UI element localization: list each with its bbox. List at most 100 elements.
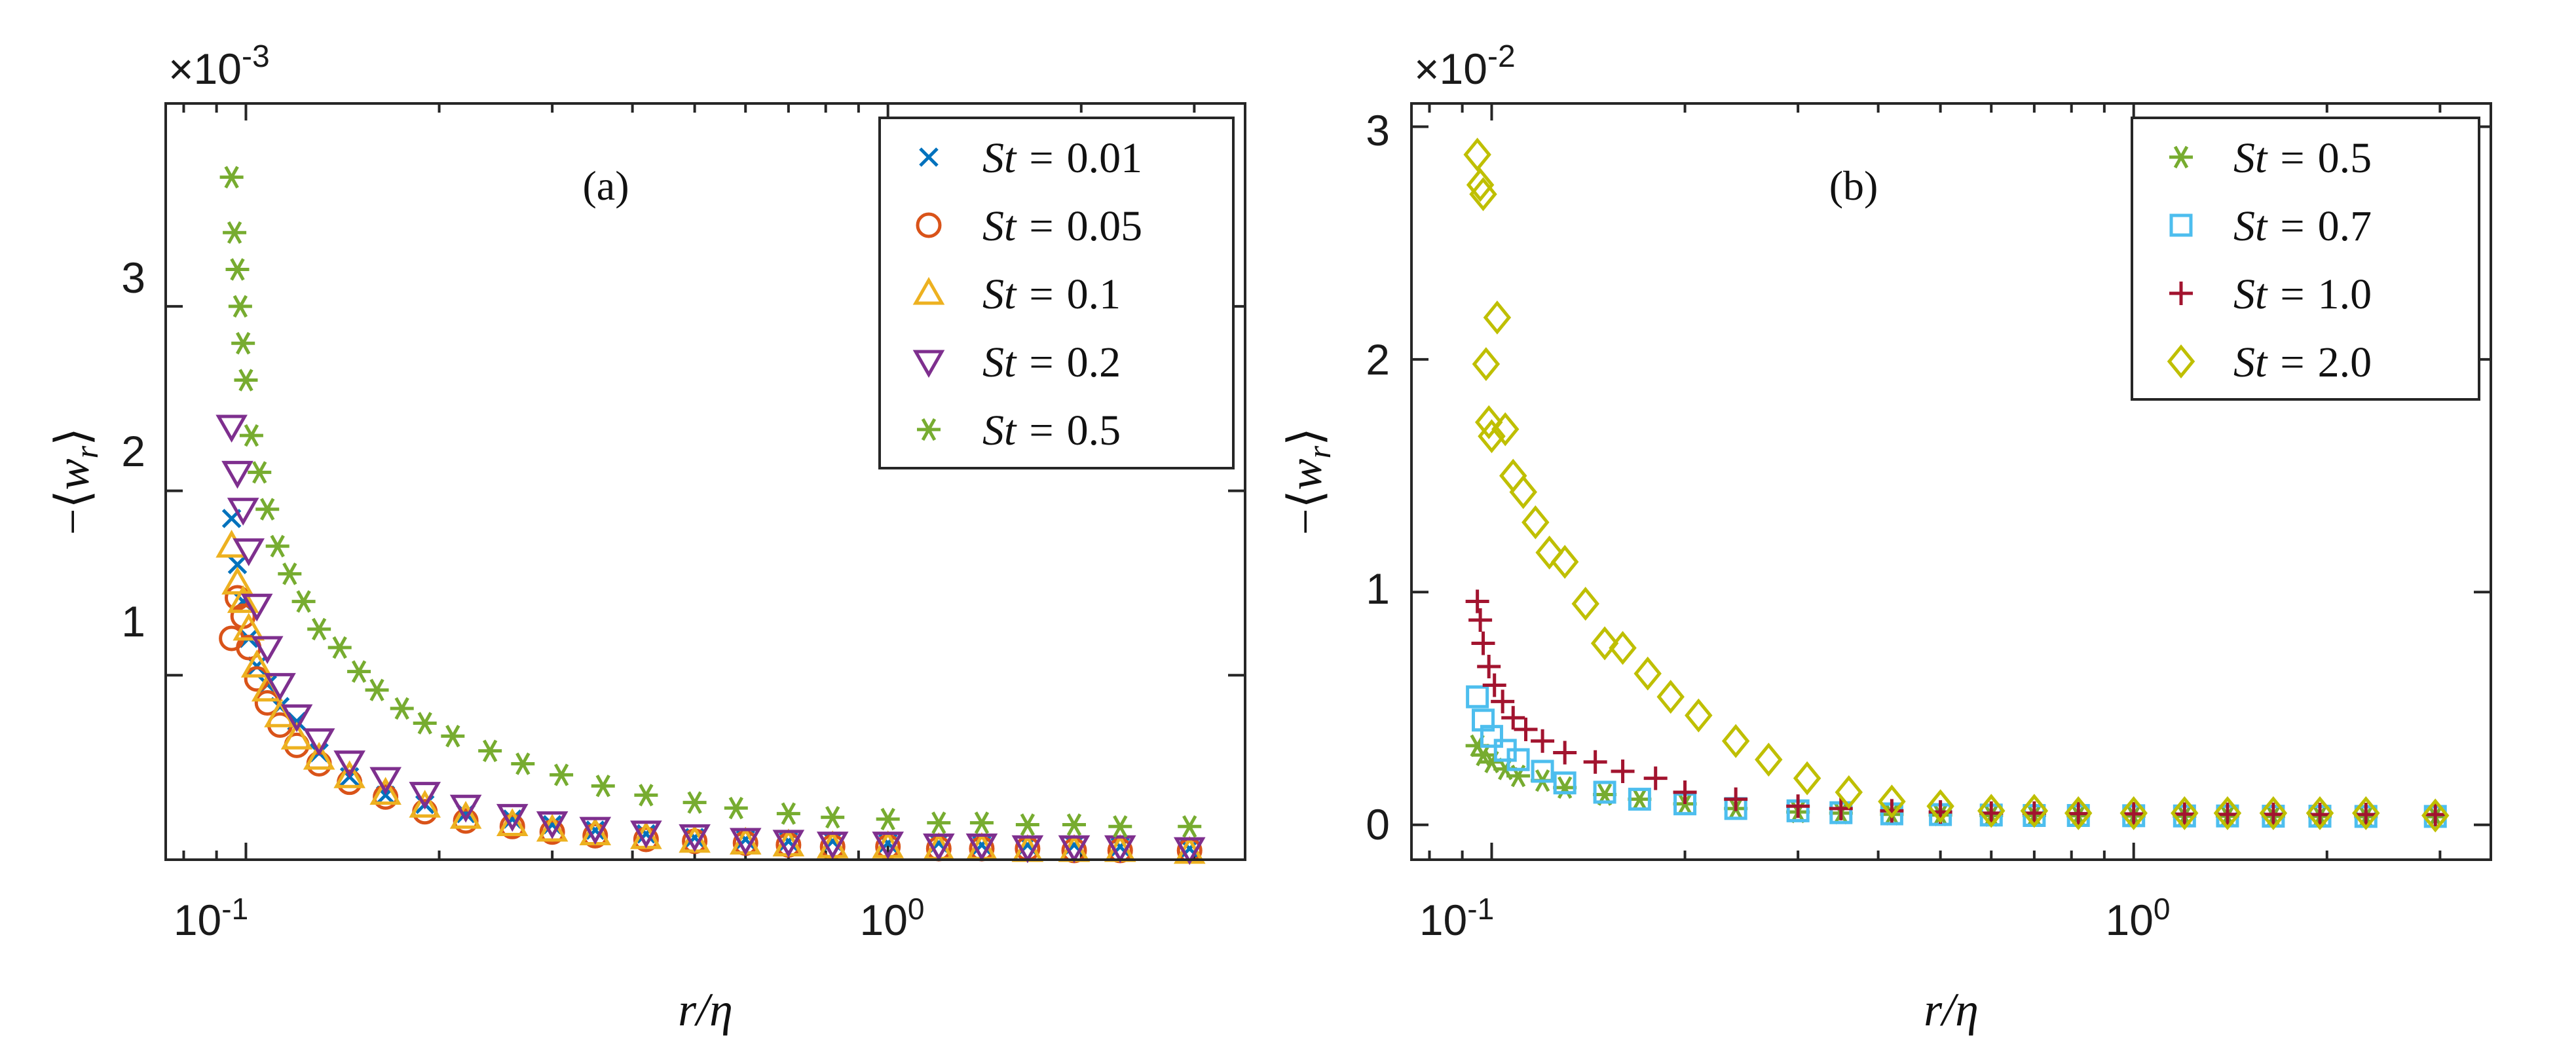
panel-a-series-3-point (233, 538, 265, 566)
panel-b-series-3-point (2305, 796, 2334, 830)
panel-b-legend-marker-1 (2169, 213, 2193, 237)
panel-a-series-4-point (265, 534, 289, 558)
panel-a-series-2-point (280, 722, 313, 750)
panel-b-series-3-point (1755, 742, 1783, 777)
panel-b-series-2-point (1465, 589, 1489, 614)
panel-a-series-2-point (496, 808, 529, 836)
panel-a-series-3-point (630, 820, 662, 849)
panel-a-legend-entry-0: St = 0.01 (982, 134, 1142, 182)
panel-b-series-2-point (1514, 717, 1538, 741)
panel-b-series-2-point (1491, 689, 1515, 714)
panel-b-series-3 (1463, 138, 2450, 833)
panel-a-series-3-point (215, 414, 248, 443)
panel-a-series-4-point (682, 791, 707, 814)
panel-b-series-2-point (1553, 741, 1577, 765)
panel-b-legend-entry-1: St = 0.7 (2233, 202, 2372, 250)
panel-a-series-3-point (251, 636, 284, 665)
panel-a-series-2-point (409, 790, 441, 818)
panel-a-series-3-point (369, 767, 401, 796)
panel-a-ytick-label-3: 3 (121, 253, 145, 302)
panel-a-series-4-point (239, 424, 263, 447)
panel-a-legend-box (878, 117, 1235, 469)
panel-a-series-3-point (221, 460, 253, 489)
panel-b-legend-marker-3 (2167, 344, 2195, 378)
panel-b-series-3-point (2421, 798, 2450, 833)
panel-a-series-0-point (542, 815, 562, 835)
panel-b-series-2-point (2308, 803, 2332, 827)
panel-a-series-2-point (221, 566, 253, 595)
panel-a-series-4-point (876, 807, 900, 831)
panel-a-series-4-point (511, 752, 535, 775)
panel-b-series-3-point (1721, 724, 1750, 758)
panel-b-xtick-label-0.1: 10-1 (1419, 892, 1494, 944)
panel-b-series-1-point (1593, 780, 1616, 804)
panel-a-legend-entry-1: St = 0.05 (982, 202, 1142, 250)
panel-b-ytick-label-3: 3 (1366, 106, 1390, 155)
panel-b-series-2-point (1482, 673, 1506, 697)
panel-b-legend-entry-0: St = 0.5 (2233, 134, 2372, 182)
panel-b-series-3-point (1878, 784, 1906, 819)
panel-a-series-1-point (499, 813, 525, 839)
panel-b-series-3-point (1656, 680, 1685, 714)
panel-a-series-4-point (231, 331, 255, 355)
panel-a-series-3 (215, 414, 1206, 866)
panel-b-legend-box (2131, 117, 2480, 401)
panel-b-series-2-point (1673, 780, 1697, 804)
panel-b-series-3-point (1793, 761, 1821, 796)
panel-a-series-4-point (591, 775, 615, 798)
panel-a-series-3-point (923, 833, 955, 862)
panel-a-series-2-point (449, 801, 482, 829)
panel-a-series-3-point (965, 833, 998, 862)
panel-b-series-3-point (2352, 796, 2380, 830)
panel-b-series-3-point (1466, 168, 1495, 202)
panel-a-chart: 10-1 100 1 2 3 ×10-3 r/η −⟨wr⟩ (a) St = 0.… (47, 39, 1246, 1036)
panel-b-series-1-point (1553, 771, 1577, 795)
panel-a-legend-marker-1 (916, 212, 942, 238)
panel-a-series-4-point (478, 739, 502, 763)
panel-a-series-4-point (1178, 815, 1202, 838)
panel-a-series-1-point (539, 819, 565, 845)
panel-b-series-3-point (1535, 535, 1563, 570)
panel-b-series-3-point (1472, 347, 1501, 381)
panel-b-series-2-point (1724, 787, 1748, 811)
panel-b-series-3-point (2119, 796, 2148, 830)
panel-a-series-3-point (1011, 835, 1044, 864)
panel-a-series-4-point (634, 784, 658, 807)
panel-a-series-4-point (248, 461, 272, 484)
panel-b-series-2-point (1477, 655, 1501, 679)
panel-a-series-3-point (227, 498, 259, 526)
panel-a-frame (164, 102, 1246, 861)
panel-b-exponent-label: ×10-2 (1414, 39, 1516, 93)
panel-a-series-4 (219, 166, 1202, 838)
panel-b-series-3-point (2259, 796, 2288, 830)
panel-a-series-3-point (1104, 835, 1136, 864)
panel-a-series-3-point (449, 794, 482, 823)
panel-a-series-3-point (816, 832, 849, 860)
panel-b-series-2-point (1501, 706, 1525, 730)
panel-b-legend: St = 0.5 St = 0.7 St = 1.0 St = 2.0 (2131, 117, 2480, 401)
panel-a-series-4-point (724, 796, 748, 820)
panel-b-series-2-point (2173, 802, 2197, 826)
panel-a-series-4-point (390, 697, 414, 720)
panel-a-series-2-point (233, 612, 265, 641)
panel-b-ytick-label-0: 0 (1366, 800, 1390, 849)
panel-a-series-4-point (327, 636, 352, 659)
panel-b-series-3-point (1590, 626, 1619, 661)
panel-b-frame (1410, 102, 2492, 861)
panel-b-series-3-point (1474, 405, 1503, 439)
panel-b-series-2-point (1611, 759, 1635, 783)
panel-a-exponent-label: ×10-3 (168, 39, 270, 93)
panel-a-marks (215, 166, 1206, 866)
panel-b-series-2-point (2215, 802, 2239, 826)
panel-a-series-1-point (582, 822, 608, 849)
panel-b-series-1-point (1466, 685, 1489, 708)
panel-a-ytick-label-1: 1 (121, 597, 145, 646)
panel-a-series-4-point (1062, 813, 1086, 836)
panel-a-series-4-point (225, 258, 250, 281)
panel-a-series-4-point (927, 811, 951, 834)
panel-a-series-1-point (633, 826, 659, 852)
panel-a-series-0-point (502, 809, 523, 829)
panel-a-series-4-point (776, 802, 800, 825)
panel-b-series-3-point (2171, 796, 2199, 830)
panel-a-legend-entry-2: St = 0.1 (982, 270, 1121, 318)
